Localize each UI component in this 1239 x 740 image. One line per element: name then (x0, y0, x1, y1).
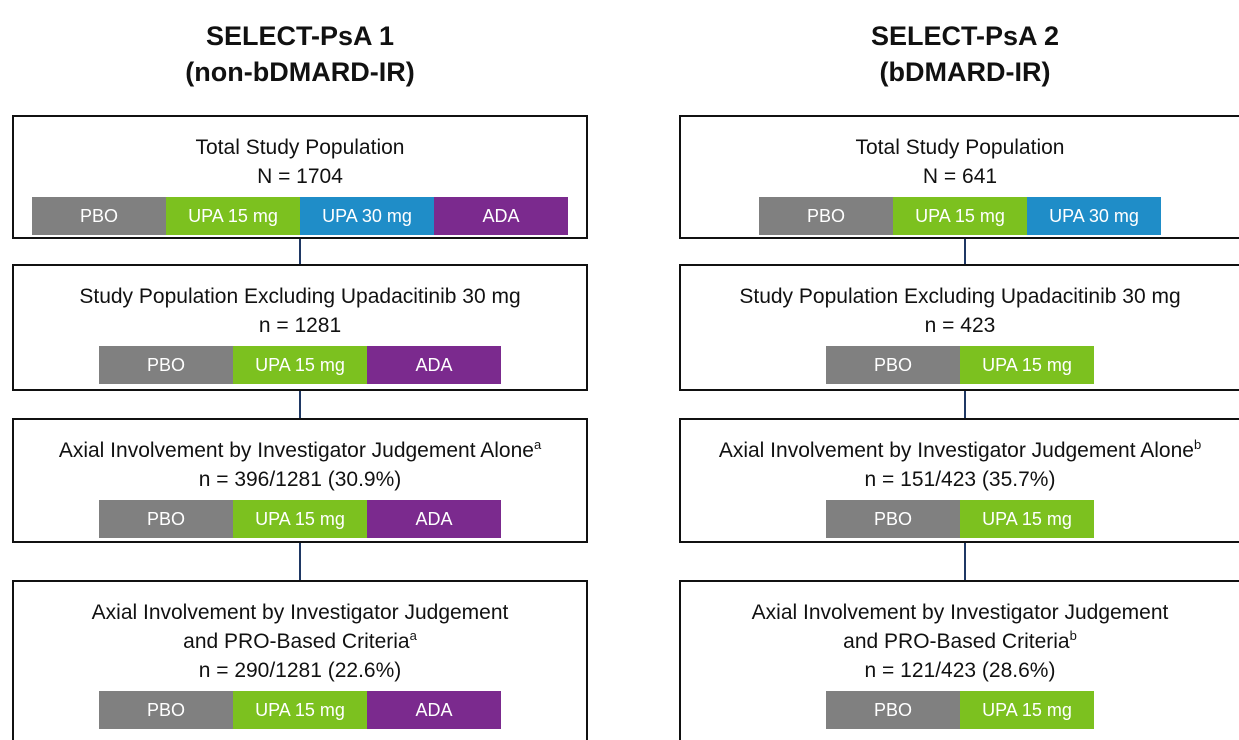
box-label: Axial Involvement by Investigator Judgem… (59, 436, 541, 465)
treatment-arm: UPA 15 mg (166, 197, 300, 235)
box-label: Study Population Excluding Upadacitinib … (79, 282, 520, 311)
treatment-arm: UPA 15 mg (960, 500, 1094, 538)
treatment-arm: ADA (367, 691, 501, 729)
label-text: and PRO-Based Criteria (843, 630, 1070, 653)
box-label: Axial Involvement by Investigator Judgem… (719, 436, 1201, 465)
connector (299, 239, 301, 264)
box-count: n = 290/1281 (22.6%) (198, 659, 402, 682)
treatment-arm: UPA 30 mg (300, 197, 434, 235)
box-label: and PRO-Based Criteriab (843, 627, 1077, 656)
population-box: Axial Involvement by Investigator Judgem… (679, 580, 1239, 740)
box-count: n = 423 (924, 314, 996, 337)
treatment-arm: UPA 15 mg (233, 346, 367, 384)
box-count: N = 1704 (257, 165, 343, 188)
treatment-arm: PBO (99, 691, 233, 729)
treatment-arm: PBO (32, 197, 166, 235)
label-text: Total Study Population (195, 136, 405, 159)
connector (964, 239, 966, 264)
treatment-arm: ADA (367, 500, 501, 538)
box-count: N = 641 (922, 165, 998, 188)
treatment-arm: UPA 15 mg (960, 346, 1094, 384)
treatment-arm: PBO (826, 691, 960, 729)
title-line: (bDMARD-IR) (879, 57, 1051, 87)
arm-bar: PBO UPA 15 mg ADA (99, 691, 501, 729)
arm-bar: PBO UPA 15 mg ADA (99, 346, 501, 384)
box-count: n = 396/1281 (30.9%) (198, 468, 402, 491)
treatment-arm: PBO (99, 346, 233, 384)
label-text: Total Study Population (855, 136, 1065, 159)
population-box: Axial Involvement by Investigator Judgem… (12, 580, 588, 740)
label-text: Axial Involvement by Investigator Judgem… (751, 601, 1169, 624)
connector (964, 543, 966, 580)
treatment-arm: PBO (759, 197, 893, 235)
title-line: (non-bDMARD-IR) (185, 57, 415, 87)
arm-bar: PBO UPA 15 mg UPA 30 mg (759, 197, 1161, 235)
column-title: SELECT-PsA 2 (bDMARD-IR) (715, 18, 1215, 90)
treatment-arm: UPA 15 mg (893, 197, 1027, 235)
box-label: Total Study Population (196, 133, 405, 162)
label-text: Axial Involvement by Investigator Judgem… (91, 601, 509, 624)
arm-bar: PBO UPA 15 mg ADA (99, 500, 501, 538)
box-label: Axial Involvement by Investigator Judgem… (92, 598, 509, 627)
connector (964, 391, 966, 418)
footnote-marker: b (1193, 437, 1202, 452)
box-label: Axial Involvement by Investigator Judgem… (752, 598, 1169, 627)
treatment-arm: UPA 30 mg (1027, 197, 1161, 235)
treatment-arm: UPA 15 mg (233, 691, 367, 729)
treatment-arm: UPA 15 mg (960, 691, 1094, 729)
population-box: Total Study Population N = 641 PBO UPA 15 m… (679, 115, 1239, 239)
arm-bar: PBO UPA 15 mg UPA 30 mg ADA (32, 197, 568, 235)
box-count: n = 1281 (258, 314, 342, 337)
arm-bar: PBO UPA 15 mg (826, 346, 1094, 384)
arm-bar: PBO UPA 15 mg (826, 500, 1094, 538)
connector (299, 543, 301, 580)
label-text: Study Population Excluding Upadacitinib … (739, 285, 1181, 308)
box-count: n = 151/423 (35.7%) (864, 468, 1056, 491)
footnote-marker: a (409, 628, 417, 643)
population-box: Total Study Population N = 1704 PBO UPA 15 … (12, 115, 588, 239)
footnote-marker: a (533, 437, 542, 452)
box-count: n = 121/423 (28.6%) (864, 659, 1056, 682)
treatment-arm: ADA (367, 346, 501, 384)
population-box: Study Population Excluding Upadacitinib … (679, 264, 1239, 391)
treatment-arm: PBO (826, 500, 960, 538)
column-title: SELECT-PsA 1 (non-bDMARD-IR) (50, 18, 550, 90)
connector (299, 391, 301, 418)
footnote-marker: b (1069, 628, 1077, 643)
population-box: Axial Involvement by Investigator Judgem… (12, 418, 588, 543)
treatment-arm: ADA (434, 197, 568, 235)
treatment-arm: UPA 15 mg (233, 500, 367, 538)
label-text: Axial Involvement by Investigator Judgem… (718, 439, 1194, 462)
population-box: Study Population Excluding Upadacitinib … (12, 264, 588, 391)
box-label: and PRO-Based Criteriaa (183, 627, 417, 656)
label-text: Study Population Excluding Upadacitinib … (79, 285, 521, 308)
population-box: Axial Involvement by Investigator Judgem… (679, 418, 1239, 543)
treatment-arm: PBO (99, 500, 233, 538)
title-line: SELECT-PsA 2 (870, 21, 1060, 51)
box-label: Total Study Population (856, 133, 1065, 162)
label-text: Axial Involvement by Investigator Judgem… (58, 439, 534, 462)
title-line: SELECT-PsA 1 (205, 21, 395, 51)
arm-bar: PBO UPA 15 mg (826, 691, 1094, 729)
treatment-arm: PBO (826, 346, 960, 384)
box-label: Study Population Excluding Upadacitinib … (739, 282, 1180, 311)
label-text: and PRO-Based Criteria (183, 630, 410, 653)
